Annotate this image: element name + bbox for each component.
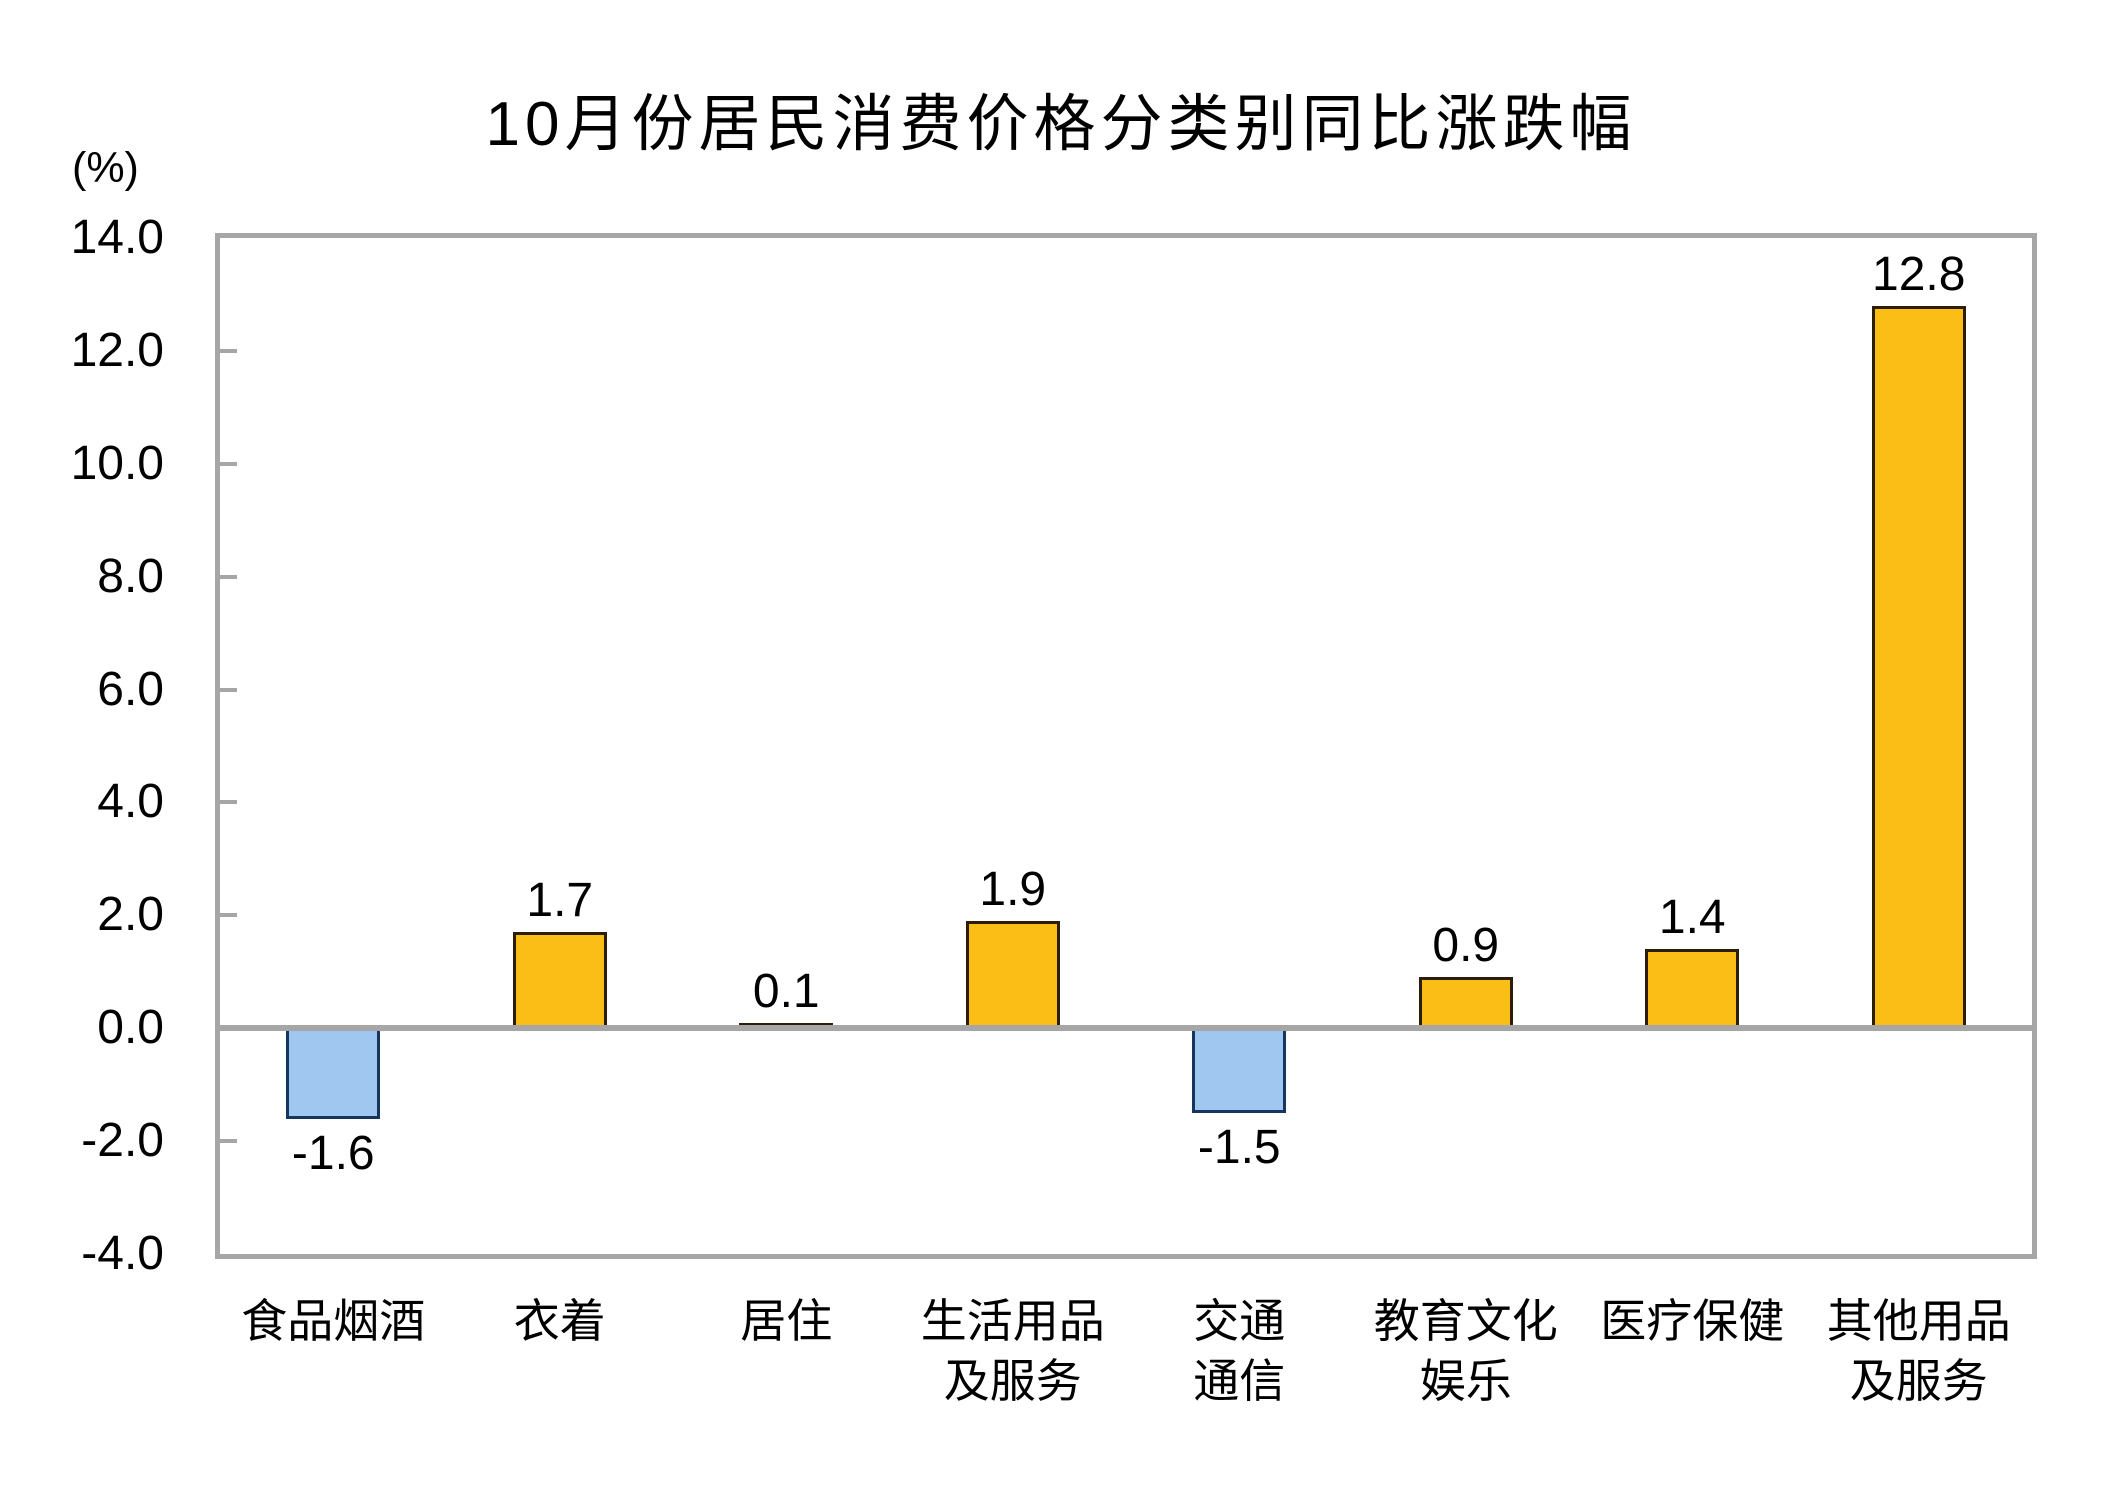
x-axis-category-label: 居住 bbox=[740, 1295, 833, 1347]
x-axis-category-label: 其他用品 及服务 bbox=[1826, 1295, 2011, 1407]
bar-value-label: 0.1 bbox=[752, 964, 820, 1018]
x-axis-category-label: 交通 通信 bbox=[1193, 1295, 1286, 1407]
bar bbox=[286, 1028, 381, 1119]
bar bbox=[1645, 949, 1740, 1029]
y-axis-tick-label: 6.0 bbox=[97, 662, 164, 716]
x-axis-category-label: 衣着 bbox=[513, 1295, 606, 1347]
x-axis-category-label: 教育文化 娱乐 bbox=[1373, 1295, 1558, 1407]
y-tick-mark bbox=[220, 913, 237, 918]
y-tick-mark bbox=[220, 687, 237, 692]
bar bbox=[1418, 977, 1513, 1029]
y-axis-tick-label: 0.0 bbox=[97, 1001, 164, 1055]
y-axis-tick-label: 12.0 bbox=[70, 323, 164, 377]
y-tick-mark bbox=[220, 1139, 237, 1144]
y-tick-mark bbox=[220, 574, 237, 579]
bar bbox=[1192, 1028, 1287, 1113]
bar-value-label: -1.5 bbox=[1197, 1120, 1281, 1174]
bar-value-label: 0.9 bbox=[1432, 919, 1500, 973]
x-axis-category-label: 生活用品 及服务 bbox=[920, 1295, 1105, 1407]
bar-value-label: 1.4 bbox=[1658, 891, 1726, 945]
y-axis-tick-label: 2.0 bbox=[97, 888, 164, 942]
bar bbox=[1871, 305, 1966, 1029]
y-tick-mark bbox=[220, 348, 237, 353]
y-axis-tick-label: 10.0 bbox=[70, 436, 164, 490]
plot-area: -1.6 1.7 0.1 1.9 -1.5 0.9 1.4 12.8 bbox=[215, 233, 2037, 1259]
x-axis-category-label: 食品烟酒 bbox=[241, 1295, 426, 1347]
chart-title: 10月份居民消费价格分类别同比涨跌幅 bbox=[485, 90, 1637, 159]
y-tick-mark bbox=[220, 461, 237, 466]
y-tick-mark bbox=[220, 800, 237, 805]
bar-value-label: 1.9 bbox=[979, 862, 1047, 916]
y-axis-tick-label: -4.0 bbox=[81, 1227, 164, 1280]
x-axis-category-label: 医疗保健 bbox=[1600, 1295, 1785, 1347]
y-axis-tick-label: 14.0 bbox=[70, 211, 164, 264]
bar-value-label: -1.6 bbox=[291, 1126, 375, 1180]
y-axis-tick-label: 8.0 bbox=[97, 549, 164, 603]
y-axis-tick-label: -2.0 bbox=[81, 1114, 164, 1168]
bar-value-label: 12.8 bbox=[1872, 247, 1966, 301]
y-axis-unit-label: (%) bbox=[72, 144, 139, 192]
bar bbox=[512, 932, 607, 1029]
y-axis-tick-label: 4.0 bbox=[97, 775, 164, 829]
bar-value-label: 1.7 bbox=[526, 874, 594, 928]
zero-axis-line bbox=[220, 1025, 2032, 1032]
bar bbox=[965, 920, 1060, 1029]
